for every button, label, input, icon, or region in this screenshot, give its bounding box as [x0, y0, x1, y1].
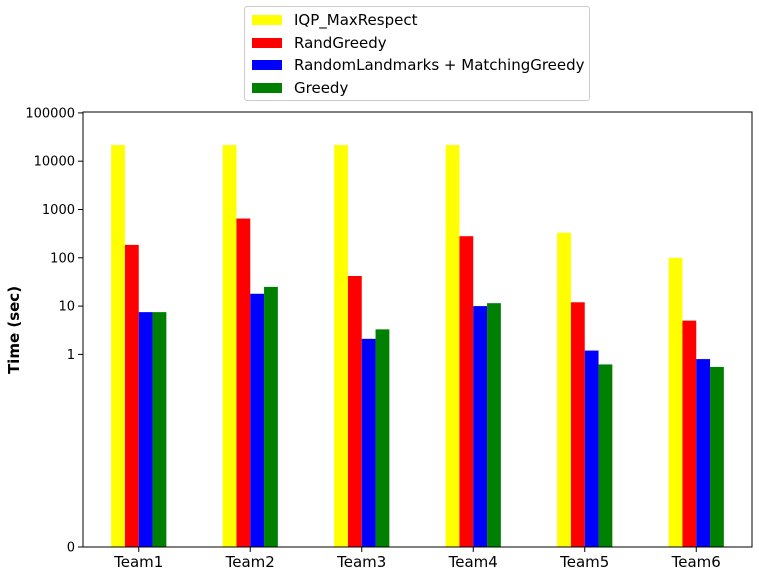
- bar: [682, 320, 697, 547]
- y-axis-label: Time (sec): [5, 286, 23, 374]
- legend-swatch: [252, 60, 282, 70]
- bar: [152, 312, 167, 547]
- x-tick-label: Team6: [671, 553, 721, 571]
- x-tick-label: Team3: [336, 553, 386, 571]
- bars-group: [111, 145, 724, 547]
- bar: [361, 338, 376, 547]
- bar: [222, 145, 237, 547]
- bar: [124, 244, 139, 547]
- plot-area: [82, 111, 753, 548]
- legend-label: RandomLandmarks + MatchingGreedy: [294, 56, 585, 74]
- bar: [264, 286, 278, 547]
- bar: [347, 275, 362, 547]
- bar: [598, 364, 613, 547]
- bar: [445, 145, 460, 547]
- y-tick-label: 10: [58, 300, 75, 315]
- bar: [557, 232, 571, 547]
- legend: IQP_MaxRespect RandGreedy RandomLandmarks …: [244, 6, 590, 101]
- bar: [250, 293, 265, 547]
- bar: [487, 303, 501, 547]
- x-ticks: Team1 Team2 Team3 Team4 Team5 Team6: [113, 547, 721, 571]
- y-tick-label: 100000: [25, 106, 75, 121]
- x-tick-label: Team1: [113, 553, 163, 571]
- y-tick-label: 1: [67, 348, 75, 363]
- bar: [668, 257, 683, 547]
- y-tick-label: 0: [67, 541, 75, 556]
- legend-swatch: [252, 37, 282, 48]
- bar: [111, 145, 125, 547]
- x-tick-label: Team5: [559, 553, 609, 571]
- legend-swatch: [252, 15, 282, 25]
- bar: [138, 312, 153, 547]
- bar: [459, 236, 474, 547]
- legend-label: IQP_MaxRespect: [294, 11, 418, 29]
- bar: [696, 359, 711, 547]
- bar: [584, 350, 599, 547]
- bar: [375, 329, 390, 547]
- y-ticks: 0 1 10 100 1000 10000 100000: [25, 106, 83, 556]
- bar: [334, 145, 348, 547]
- y-tick-label: 100: [50, 251, 75, 266]
- y-tick-label: 10000: [34, 155, 75, 170]
- legend-label: Greedy: [294, 78, 349, 97]
- bar: [710, 366, 724, 547]
- y-tick-label: 1000: [42, 203, 75, 218]
- legend-swatch: [252, 82, 282, 93]
- bar: [236, 218, 251, 547]
- legend-label: RandGreedy: [294, 33, 387, 52]
- x-tick-label: Team2: [225, 553, 275, 571]
- bar: [570, 302, 585, 547]
- bar: [473, 306, 488, 547]
- x-tick-label: Team4: [448, 553, 498, 571]
